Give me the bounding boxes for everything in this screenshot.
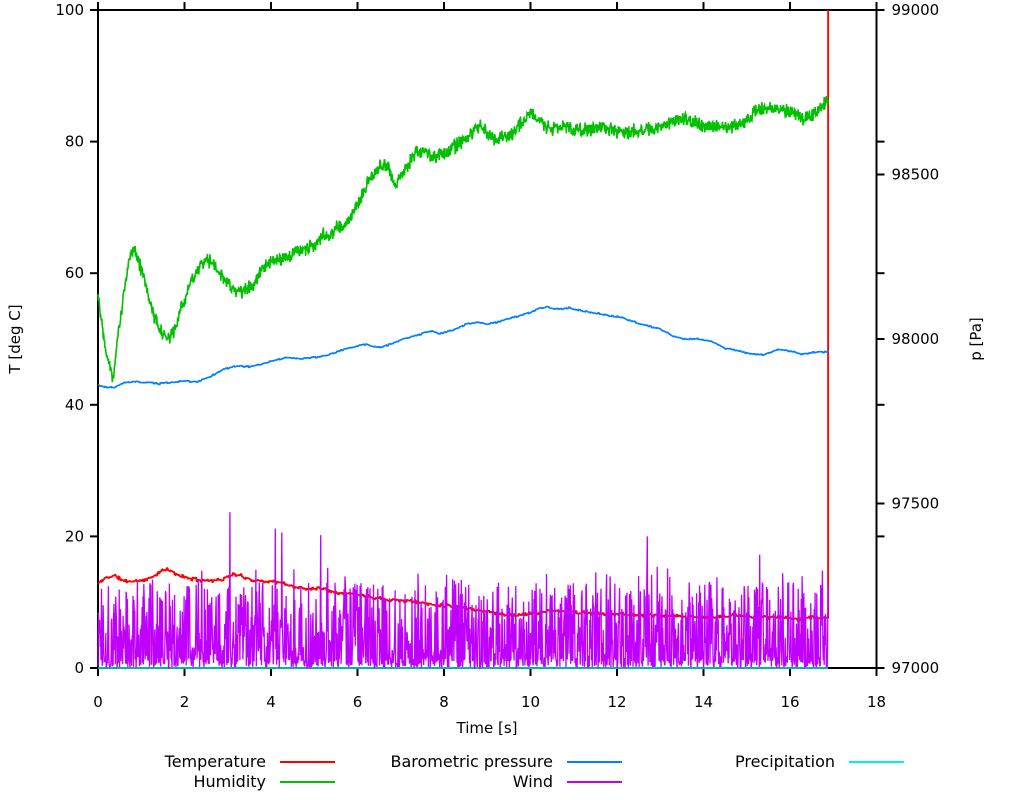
y-left-tick-label: 100 [55, 1, 84, 19]
x-tick-label: 14 [694, 693, 713, 711]
legend-item-precipitation: Precipitation [595, 753, 904, 771]
legend-line-temperature [280, 761, 335, 763]
y-right-tick-label: 98000 [892, 330, 940, 348]
series-humidity [97, 96, 829, 383]
y-right-tick-label: 98500 [892, 166, 940, 184]
y-left-tick-label: 40 [65, 396, 84, 414]
x-axis-title: Time [s] [456, 719, 518, 737]
legend-line-wind [567, 781, 622, 783]
x-tick-label: 18 [867, 693, 886, 711]
y-right-tick-label: 97500 [892, 495, 940, 513]
x-tick-label: 2 [180, 693, 190, 711]
legend-label-temperature: Temperature [164, 752, 266, 771]
x-tick-label: 4 [266, 693, 276, 711]
series-temperature [97, 10, 829, 622]
y-left-axis-title: T [deg C] [6, 304, 24, 374]
legend-line-pressure [567, 761, 622, 763]
x-tick-label: 10 [521, 693, 540, 711]
legend-line-humidity [280, 781, 335, 783]
x-tick-label: 12 [607, 693, 626, 711]
y-left-tick-label: 20 [65, 527, 84, 545]
y-right-tick-label: 97000 [892, 659, 940, 677]
x-tick-label: 6 [353, 693, 363, 711]
legend-item-pressure: Barometric pressure [313, 753, 622, 771]
legend-line-precipitation [849, 761, 904, 763]
legend-item-temperature: Temperature [26, 753, 335, 771]
y-right-tick-label: 99000 [892, 1, 940, 19]
series-wind [97, 512, 829, 671]
legend-label-humidity: Humidity [193, 772, 266, 791]
y-left-tick-label: 80 [65, 133, 84, 151]
x-tick-label: 0 [93, 693, 103, 711]
y-left-tick-label: 0 [74, 659, 84, 677]
legend-label-precipitation: Precipitation [734, 752, 835, 771]
y-right-axis-title: p [Pa] [967, 317, 985, 361]
legend-item-humidity: Humidity [26, 773, 335, 791]
legend-item-wind: Wind [313, 773, 622, 791]
series-pressure [97, 305, 829, 389]
x-tick-label: 16 [780, 693, 799, 711]
x-tick-label: 8 [439, 693, 449, 711]
legend-label-pressure: Barometric pressure [390, 752, 553, 771]
legend-label-wind: Wind [512, 772, 553, 791]
y-left-tick-label: 60 [65, 264, 84, 282]
